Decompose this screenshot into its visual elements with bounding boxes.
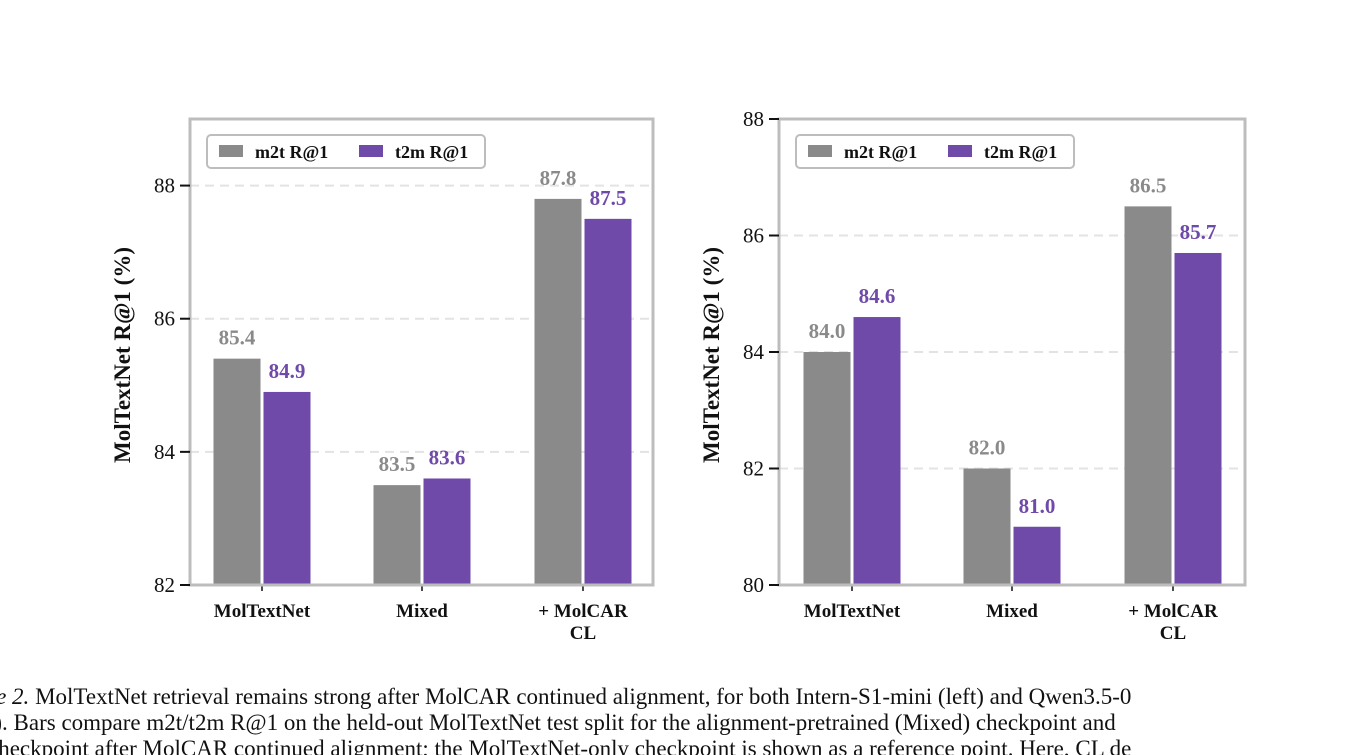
data-label: 87.8 [540,166,577,190]
bar-t2m [1013,526,1061,585]
legend-label: t2m R@1 [395,142,468,162]
x-tick-label: MolTextNet [214,601,311,622]
legend-swatch-m2t [808,145,832,157]
caption-line-3: checkpoint after MolCAR continued alignm… [0,736,1132,755]
caption-text-1: MolTextNet retrieval remains strong afte… [29,684,1132,709]
y-tick-label: 86 [154,307,175,331]
left-chart-panel: 85.4 84.9 MolTextNet 83.5 83.6 Mixed 87.8 87.5 +… [110,117,655,644]
x-tick-label: CL [1160,623,1186,644]
x-tick-label: + MolCAR [538,601,628,622]
figure: 85.4 84.9 MolTextNet 83.5 83.6 Mixed 87.8 87.5 +… [110,107,1247,644]
y-axis-label: MolTextNet R@1 (%) [110,247,136,463]
y-tick-label: 86 [743,224,764,248]
x-tick-label: + MolCAR [1128,601,1218,622]
y-axis-label: MolTextNet R@1 (%) [699,247,725,463]
plot-frame [188,117,655,587]
x-tick-label: Mixed [396,601,448,622]
data-label: 85.4 [219,326,256,350]
figure-caption: re 2. MolTextNet retrieval remains stron… [0,683,1355,755]
legend-label: m2t R@1 [844,142,917,162]
caption-label: re 2. [0,684,30,709]
y-tick-label: 84 [154,440,176,464]
data-label: 84.6 [859,284,896,308]
legend-swatch-m2t [219,145,243,157]
caption-line-1: re 2. MolTextNet retrieval remains stron… [0,683,1131,711]
legend-label: t2m R@1 [984,142,1057,162]
y-tick-label: 88 [743,107,764,131]
data-label: 82.0 [969,436,1006,460]
x-tick-label: Mixed [986,601,1038,622]
bar-m2t [1124,206,1172,585]
bar-m2t [803,352,851,585]
bar-t2m [263,391,311,585]
bar-t2m [1174,252,1222,585]
y-tick-label: 82 [743,457,764,481]
data-label: 86.5 [1130,173,1167,197]
x-tick-label: CL [570,623,596,644]
y-tick-label: 88 [154,174,175,198]
bar-m2t [963,468,1011,585]
y-tick-label: 80 [743,573,764,597]
bar-m2t [373,485,421,585]
data-label: 87.5 [590,186,627,210]
data-label: 81.0 [1019,494,1056,518]
y-tick-label: 84 [743,340,765,364]
right-chart-panel: 84.0 84.6 MolTextNet 82.0 81.0 Mixed 86.5 85.7 +… [699,107,1247,644]
data-label: 84.0 [809,319,846,343]
bar-t2m [584,218,632,585]
bar-m2t [534,198,582,585]
bar-t2m [423,478,471,585]
bar-m2t [213,358,261,585]
caption-line-2: t). Bars compare m2t/t2m R@1 on the held… [0,710,1116,735]
data-label: 85.7 [1180,220,1217,244]
legend-swatch-t2m [359,145,383,157]
legend-swatch-t2m [948,145,972,157]
data-label: 84.9 [269,359,306,383]
legend-box [795,134,1075,169]
bar-t2m [853,317,901,585]
data-label: 83.5 [379,452,416,476]
y-tick-label: 82 [154,573,175,597]
data-label: 83.6 [429,445,466,469]
x-tick-label: MolTextNet [804,601,901,622]
legend-box [206,134,486,169]
legend-label: m2t R@1 [255,142,328,162]
